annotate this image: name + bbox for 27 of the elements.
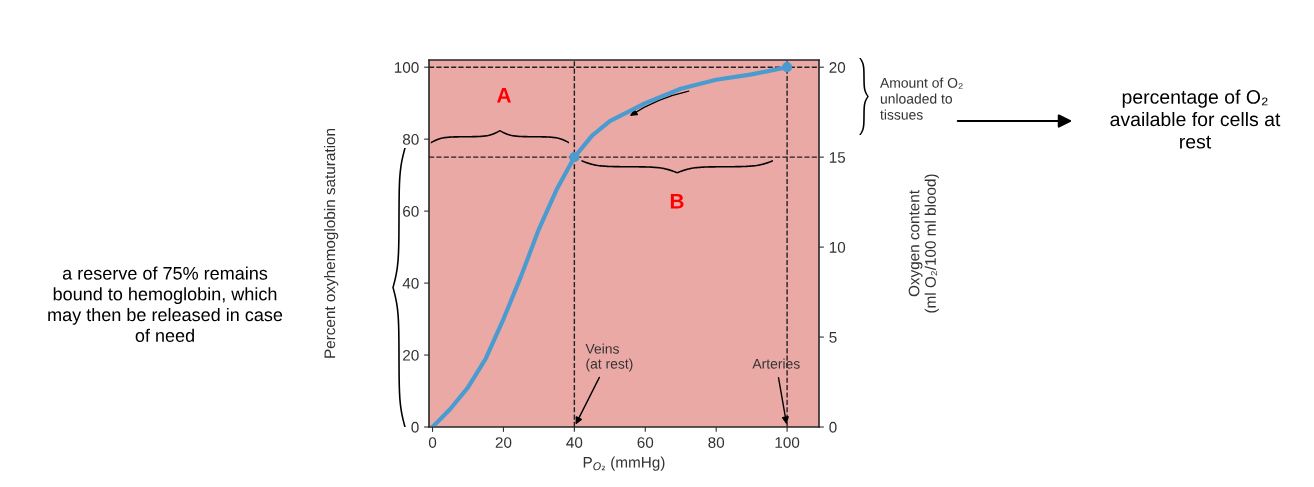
y2-axis-title: Oxygen content (ml O₂/100 ml blood) — [908, 174, 939, 313]
annotation: Veins (at rest) — [585, 343, 633, 372]
y2-tick-label: 15 — [829, 152, 846, 163]
y2-tick-label: 0 — [829, 421, 837, 433]
x-tick-label: 20 — [495, 437, 512, 448]
y-tick-label: 0 — [411, 421, 419, 433]
y-tick-label: 80 — [402, 134, 419, 145]
x-tick-label: 0 — [428, 437, 437, 448]
text: Amount of O₂ unloaded to tissues — [880, 77, 963, 120]
y-tick-label: 40 — [402, 277, 419, 289]
text: a reserve of 75% remains bound to hemoglobin, which may then be released in case of need — [48, 266, 283, 342]
x-tick-label: 60 — [637, 437, 654, 448]
x-axis-title: P$_{O₂}$ (mmHg) — [583, 456, 665, 471]
annotation: Arteries — [752, 358, 800, 369]
x-tick-label: 80 — [708, 437, 725, 448]
annotation: A — [496, 88, 511, 103]
y2-tick-label: 5 — [829, 332, 837, 343]
y2-tick-label: 20 — [829, 62, 846, 73]
annotation: B — [670, 194, 684, 209]
y-axis-title: Percent oxyhemoglobin saturation — [323, 128, 339, 358]
text: percentage of O₂ available for cells at rest — [1110, 89, 1281, 149]
x-tick-label: 40 — [566, 437, 583, 448]
y-tick-label: 100 — [394, 62, 419, 73]
x-tick-label: 100 — [775, 437, 800, 448]
y-tick-label: 60 — [403, 205, 419, 217]
y2-tick-label: 10 — [829, 241, 846, 253]
y-tick-label: 20 — [403, 349, 419, 361]
